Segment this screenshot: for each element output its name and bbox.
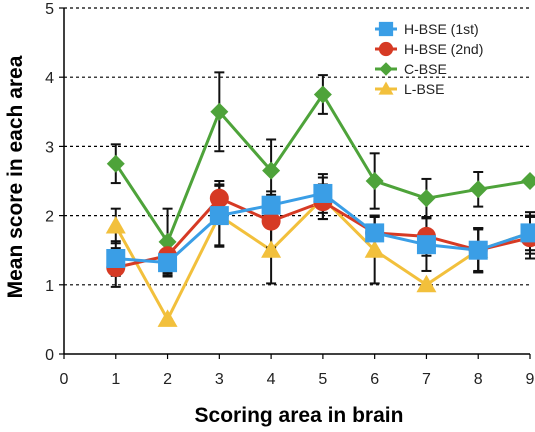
legend-marker <box>378 81 394 95</box>
point-s2-x5 <box>313 85 332 104</box>
y-tick-label-2: 2 <box>45 209 54 226</box>
y-tick-label-5: 5 <box>45 1 54 18</box>
y-axis-title: Mean score in each area <box>4 55 27 298</box>
point-s0-x8 <box>468 240 488 260</box>
x-axis-title: Scoring area in brain <box>195 404 404 427</box>
point-s3-x7 <box>416 274 437 293</box>
legend-marker <box>379 62 393 76</box>
axes-layer <box>63 8 530 355</box>
y-tick-label-3: 3 <box>45 139 54 156</box>
legend-label: C-BSE <box>404 61 447 77</box>
point-s3-x4 <box>261 240 282 258</box>
point-s2-x6 <box>365 172 384 190</box>
point-s0-x5 <box>313 183 333 203</box>
legend: H-BSE (1st) H-BSE (2nd) C-BSE L-BSE <box>375 21 483 97</box>
x-tick-label-8: 8 <box>474 371 483 388</box>
point-s0-x9 <box>520 223 535 243</box>
point-s3-x6 <box>364 240 385 258</box>
legend-label: H-BSE (2nd) <box>404 41 483 57</box>
x-tick-label-9: 9 <box>526 371 535 388</box>
point-s1-x3 <box>209 188 229 208</box>
y-tick-label-1: 1 <box>45 278 54 295</box>
y-tick-label-0: 0 <box>45 347 54 364</box>
x-tick-label-7: 7 <box>422 371 431 388</box>
x-tick-label-4: 4 <box>267 371 276 388</box>
x-tick-label-0: 0 <box>60 371 69 388</box>
point-s0-x7 <box>416 235 436 255</box>
point-s0-x3 <box>209 206 229 226</box>
point-s0-x1 <box>106 249 126 269</box>
x-tick-label-3: 3 <box>215 371 224 388</box>
point-s2-x4 <box>262 161 281 180</box>
legend-item-1: H-BSE (2nd) <box>375 41 483 57</box>
point-s2-x7 <box>417 189 436 208</box>
series-markers <box>105 85 535 327</box>
point-s0-x4 <box>261 195 281 215</box>
point-s3-x1 <box>105 215 126 234</box>
ticks-layer: 0 1 2 3 4 5 0 1 2 3 4 5 6 7 8 9 <box>45 1 534 388</box>
x-tick-label-6: 6 <box>370 371 379 388</box>
point-s0-x2 <box>158 253 178 273</box>
x-tick-label-1: 1 <box>111 371 120 388</box>
legend-item-2: C-BSE <box>375 61 447 77</box>
point-s2-x9 <box>521 172 535 190</box>
point-s2-x2 <box>158 232 177 251</box>
y-tick-label-4: 4 <box>45 70 54 87</box>
point-s0-x6 <box>365 223 385 243</box>
point-s2-x8 <box>469 180 488 199</box>
point-s2-x3 <box>210 102 229 121</box>
point-s2-x1 <box>106 154 125 173</box>
point-s3-x2 <box>157 309 178 327</box>
legend-item-3: L-BSE <box>375 81 444 97</box>
legend-label: L-BSE <box>404 81 444 97</box>
legend-item-0: H-BSE (1st) <box>375 21 479 37</box>
legend-label: H-BSE (1st) <box>404 21 479 37</box>
point-s1-x4 <box>261 211 281 231</box>
legend-marker <box>378 21 394 37</box>
x-tick-label-2: 2 <box>163 371 172 388</box>
x-tick-label-5: 5 <box>318 371 327 388</box>
legend-marker <box>378 41 394 57</box>
